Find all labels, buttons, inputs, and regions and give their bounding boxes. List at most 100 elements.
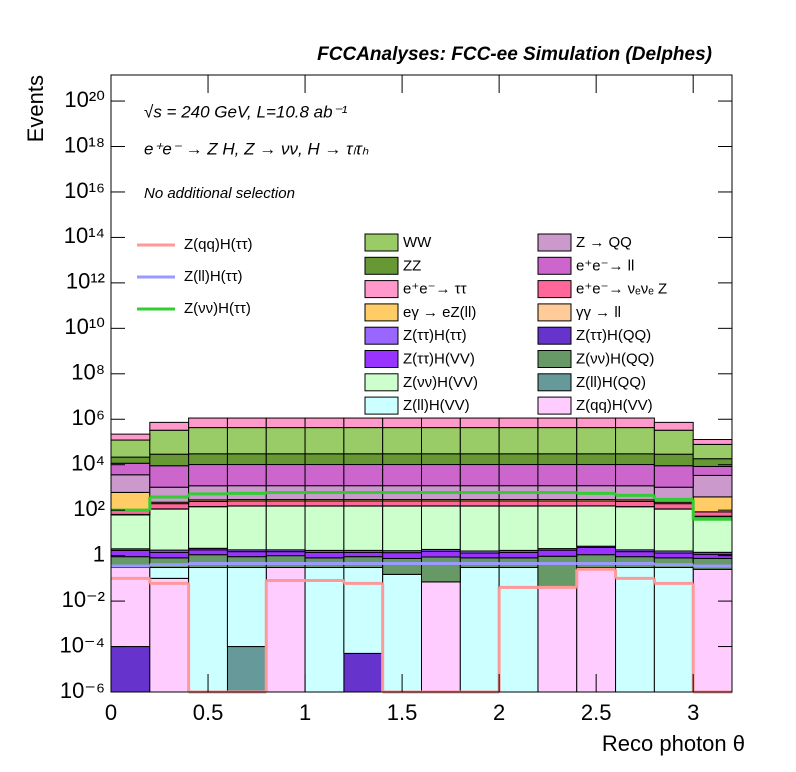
stack-bar [421, 427, 461, 455]
stack-bar [149, 503, 190, 510]
legend-label: Z(ll)H(VV) [403, 397, 470, 414]
stack-bar [653, 508, 694, 552]
stack-bar [343, 652, 384, 693]
stack-bar [615, 485, 655, 501]
stack-bar [343, 505, 384, 551]
stack-bar [692, 511, 733, 517]
stack-bar [653, 503, 694, 510]
stack-bar [459, 464, 500, 487]
stack-bar [537, 555, 578, 588]
stack-bar [149, 465, 190, 488]
stack-bar [304, 551, 345, 559]
stack-bar [537, 453, 578, 466]
stack-bar [382, 453, 422, 466]
stack-bar [537, 427, 578, 455]
stack-bar [459, 453, 500, 466]
stack-bar [421, 556, 461, 583]
stack-bar [459, 567, 500, 693]
stack-bar [576, 453, 617, 466]
legend-label: Z(ll)H(ττ) [184, 268, 243, 285]
legend-label: Z(νν)H(VV) [403, 374, 478, 391]
legend-label: WW [403, 234, 432, 251]
stack-bar [382, 417, 422, 429]
stack-bar [498, 453, 539, 466]
stack-bar [692, 516, 733, 553]
y-tick-label: 10¹⁰ [64, 314, 105, 339]
legend-swatch [537, 303, 572, 322]
stack-bar [459, 500, 500, 507]
legend-label: Z(νν)H(ττ) [184, 300, 251, 317]
stack-bar [382, 505, 422, 552]
stack-bar [110, 567, 151, 648]
stack-bar [265, 417, 306, 429]
stack-bar [498, 551, 539, 559]
stack-bar [149, 508, 190, 551]
legend-swatch [364, 396, 399, 415]
stack-bar [110, 514, 151, 550]
chart-title: FCCAnalyses: FCC-ee Simulation (Delphes) [317, 44, 712, 65]
legend-swatch [537, 350, 572, 368]
stack-bar [304, 505, 345, 551]
stack-bar [265, 551, 306, 557]
legend-swatch [537, 326, 572, 345]
y-axis-label: Events [23, 75, 48, 142]
stack-bar [188, 453, 228, 466]
y-tick-label: 10⁶ [71, 405, 105, 430]
x-tick-label: 1.5 [387, 700, 418, 725]
stack-bar [576, 417, 617, 429]
stack-bar [653, 465, 694, 488]
stack-bar [498, 417, 539, 429]
stack-bar [110, 646, 151, 693]
stack-bar [304, 567, 345, 693]
stack-bar [343, 464, 384, 487]
legend-swatch [537, 396, 572, 415]
legend-swatch [537, 280, 572, 299]
x-tick-label: 0 [105, 700, 117, 725]
legend-swatch [364, 256, 399, 275]
stack-bar [692, 439, 733, 445]
stack-bar [149, 453, 190, 467]
stack-bar [459, 427, 500, 455]
stack-bar [692, 557, 733, 570]
stack-bar [498, 505, 539, 551]
stack-bar [265, 505, 306, 551]
frame [110, 74, 733, 693]
stack-bar [421, 581, 461, 693]
legend-label: Z(νν)H(QQ) [576, 350, 654, 367]
stack-bar [188, 567, 228, 693]
stack-bar [226, 453, 267, 466]
legend-label: Z(ττ)H(QQ) [576, 327, 651, 344]
stack-bar [421, 453, 461, 466]
stack-bar [188, 417, 228, 429]
stack-bar [653, 567, 694, 693]
stack-bar [304, 453, 345, 466]
stack-bar [537, 586, 578, 693]
legend-swatch [537, 233, 572, 252]
legend-label: Z → QQ [576, 234, 632, 251]
stack-bar [226, 505, 267, 551]
stack-bar [421, 550, 461, 558]
stack-bar [343, 500, 384, 507]
stack-bar [149, 486, 190, 503]
stack-bar [537, 549, 578, 557]
stack-bar [149, 567, 190, 579]
stack-bar [149, 429, 190, 455]
stack-bar [226, 464, 267, 487]
stack-bar [304, 464, 345, 487]
stack-bar [421, 500, 461, 507]
y-tick-label: 1 [93, 541, 105, 566]
stack-bar [343, 453, 384, 466]
x-tick-label: 0.5 [193, 700, 224, 725]
stack-bar [226, 500, 267, 507]
annotation: e⁺e⁻ → Z H, Z → νν, H → τₗτₕ [144, 139, 369, 158]
stack-bar [459, 417, 500, 429]
stack-bar [265, 464, 306, 487]
stack-bar [576, 505, 617, 547]
stack-bar [343, 417, 384, 429]
stack-bar [615, 464, 655, 487]
stack-bar [226, 646, 267, 693]
stack-bar [615, 427, 655, 455]
y-tick-label: 10⁻⁴ [59, 632, 105, 657]
stack-bar [692, 465, 733, 476]
legend-swatch [364, 280, 399, 299]
